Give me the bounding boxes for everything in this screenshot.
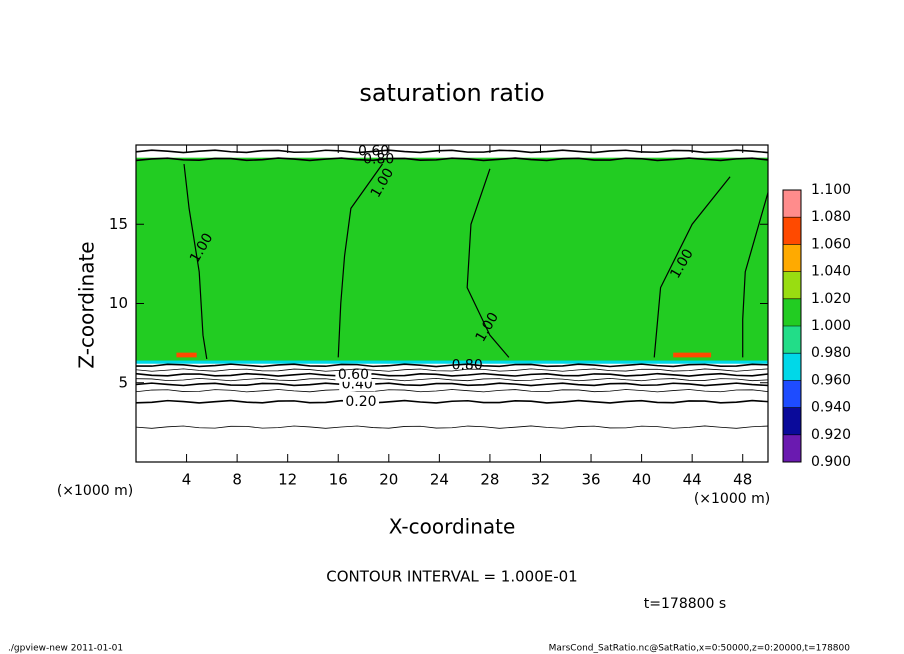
- contour-line: [135, 368, 769, 372]
- colorbar-band: [783, 326, 801, 354]
- contour-label: 0.80: [363, 151, 394, 167]
- colorbar-band: [783, 434, 801, 462]
- footer: ./gpview-new 2011-01-01: [8, 644, 123, 654]
- contour-line: [135, 425, 769, 429]
- colorbar-label: 1.020: [811, 291, 851, 307]
- chart-title: saturation ratio: [359, 79, 544, 107]
- x-tick-label: 32: [531, 471, 550, 489]
- x-tick-label: 36: [581, 471, 600, 489]
- contour-line: [742, 192, 769, 358]
- colorbar-label: 0.940: [811, 400, 851, 416]
- contour-line: [183, 163, 208, 360]
- colorbar-label: 1.060: [811, 236, 851, 252]
- y-axis-label: Z-coordinate: [75, 241, 99, 368]
- x-unit-label: (×1000 m): [57, 483, 133, 499]
- x-unit-label: (×1000 m): [694, 491, 770, 507]
- filled-region: [673, 352, 712, 358]
- contour-label: 0.80: [452, 357, 483, 373]
- colorbar-label: 0.980: [811, 345, 851, 361]
- contour-line: [135, 377, 769, 382]
- colorbar-band: [783, 298, 801, 326]
- x-tick-label: 24: [430, 471, 449, 489]
- x-tick-label: 44: [683, 471, 702, 489]
- x-tick-label: 12: [278, 471, 297, 489]
- x-tick-label: 40: [632, 471, 651, 489]
- x-tick-label: 16: [329, 471, 348, 489]
- filled-region: [136, 358, 768, 364]
- contour-line: [135, 372, 769, 377]
- contour-line: [135, 157, 769, 162]
- colorbar-label: 1.080: [811, 209, 851, 225]
- contour-line: [135, 399, 769, 404]
- contour-label: 0.60: [338, 367, 369, 383]
- contour-line: [135, 363, 769, 368]
- x-tick-label: 8: [232, 471, 242, 489]
- contour-line: [337, 163, 383, 358]
- contour-label: 0.60: [358, 143, 389, 159]
- y-tick-label: 10: [109, 294, 128, 312]
- contour-line: [653, 176, 731, 358]
- label-bg: [335, 367, 372, 382]
- colorbar-label: 1.000: [811, 318, 851, 334]
- label-bg: [342, 394, 379, 409]
- colorbar-band: [783, 407, 801, 435]
- colorbar-band: [783, 217, 801, 245]
- colorbar-band: [783, 190, 801, 218]
- contour-label: 0.20: [345, 394, 376, 410]
- filled-region: [136, 157, 768, 361]
- colorbar-band: [783, 271, 801, 299]
- x-tick-label: 28: [480, 471, 499, 489]
- contour-line: [135, 149, 769, 154]
- x-axis-label: X-coordinate: [389, 515, 516, 539]
- colorbar-label: 1.100: [811, 182, 851, 198]
- colorbar-label: 0.960: [811, 372, 851, 388]
- x-tick-label: 48: [733, 471, 752, 489]
- x-tick-label: 20: [379, 471, 398, 489]
- colorbar-label: 0.900: [811, 454, 851, 470]
- filled-region: [176, 352, 197, 358]
- colorbar-label: 1.040: [811, 264, 851, 280]
- contour-line: [135, 389, 769, 393]
- contour-line: [135, 382, 769, 387]
- contour-line: [466, 168, 510, 358]
- colorbar-label: 0.920: [811, 427, 851, 443]
- footer: MarsCond_SatRatio.nc@SatRatio,x=0:50000,…: [549, 644, 851, 654]
- annotation: t=178800 s: [644, 596, 726, 612]
- colorbar-band: [783, 380, 801, 408]
- colorbar-band: [783, 244, 801, 272]
- y-tick-label: 5: [118, 373, 128, 391]
- colorbar-band: [783, 353, 801, 381]
- annotation: CONTOUR INTERVAL = 1.000E-01: [326, 568, 577, 586]
- y-tick-label: 15: [109, 215, 128, 233]
- x-tick-label: 4: [182, 471, 192, 489]
